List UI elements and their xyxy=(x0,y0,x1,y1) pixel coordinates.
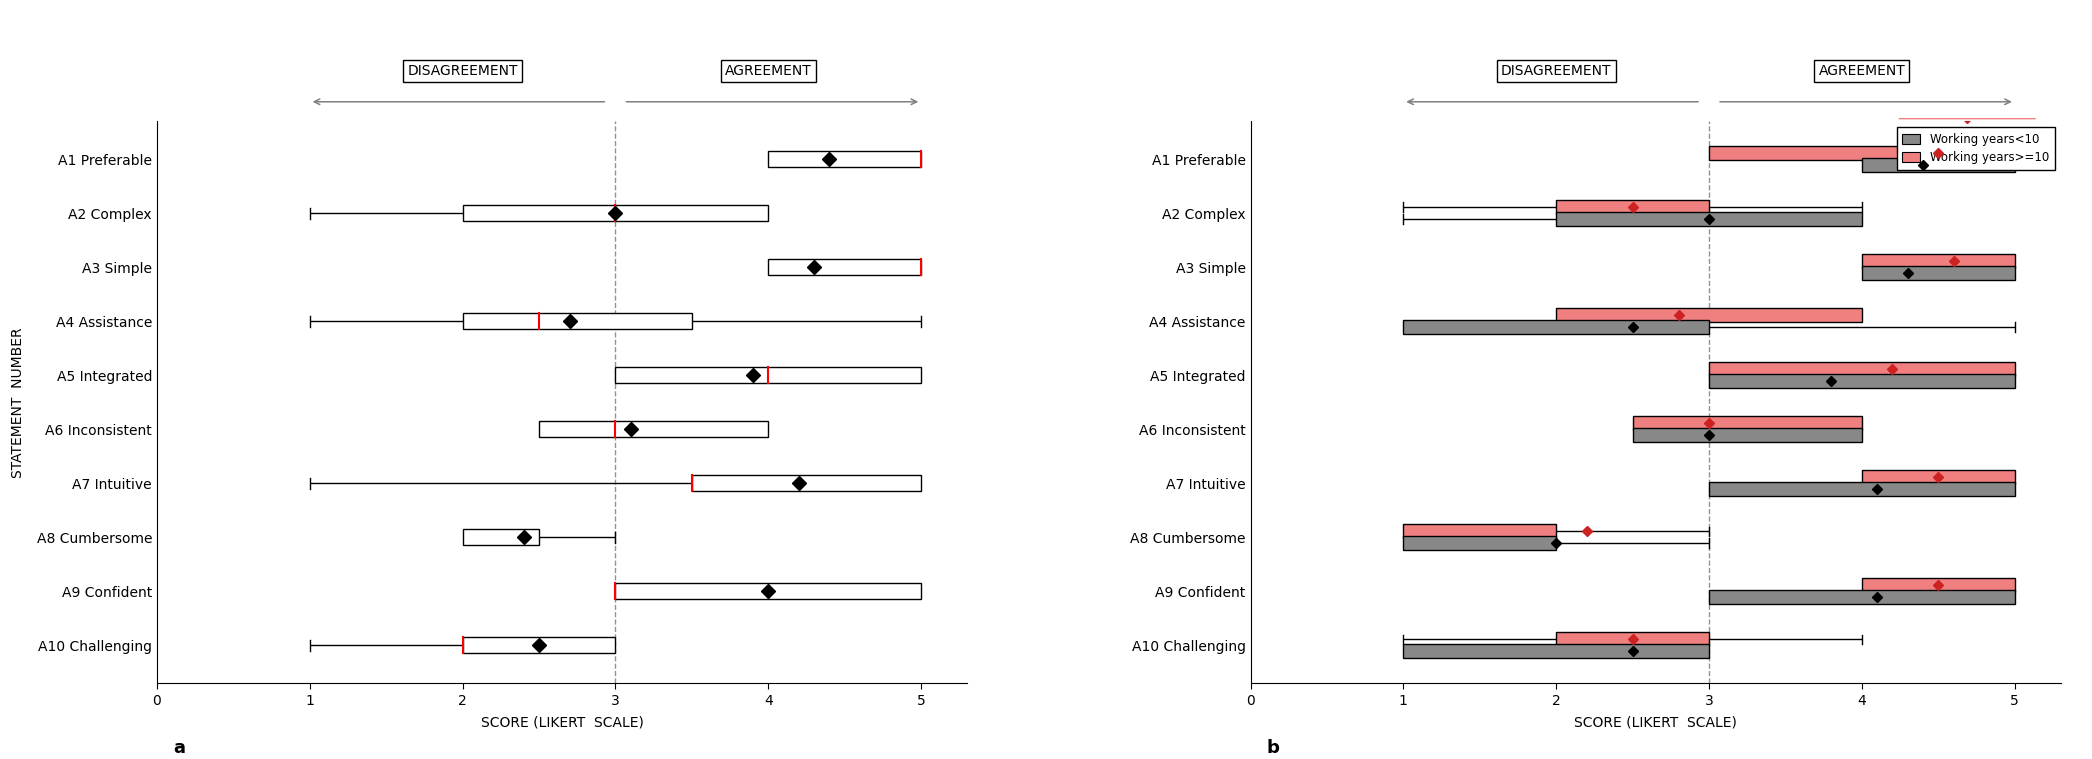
Bar xyxy=(1862,266,2015,280)
Text: a: a xyxy=(174,739,184,757)
Bar xyxy=(462,638,615,653)
Bar xyxy=(692,475,920,491)
Bar xyxy=(540,421,768,437)
Bar xyxy=(462,205,768,222)
Bar xyxy=(462,529,540,546)
Bar xyxy=(768,151,920,167)
Bar xyxy=(1556,308,1862,323)
Bar xyxy=(1556,200,1709,214)
Bar xyxy=(1862,159,2015,172)
Bar xyxy=(1404,524,1556,538)
Bar xyxy=(1556,632,1709,646)
Text: AGREEMENT: AGREEMENT xyxy=(726,64,812,78)
Bar xyxy=(1862,578,2015,592)
Bar xyxy=(1404,644,1709,658)
Legend: Working years<10, Working years>=10: Working years<10, Working years>=10 xyxy=(1897,128,2054,170)
Text: b: b xyxy=(1268,739,1280,757)
Bar xyxy=(615,367,920,383)
Bar xyxy=(768,259,920,276)
Bar xyxy=(1862,254,2015,268)
Bar xyxy=(1632,417,1862,430)
X-axis label: SCORE (LIKERT  SCALE): SCORE (LIKERT SCALE) xyxy=(1573,716,1736,730)
X-axis label: SCORE (LIKERT  SCALE): SCORE (LIKERT SCALE) xyxy=(481,716,644,730)
Bar xyxy=(1709,482,2015,496)
Bar xyxy=(1709,146,2015,160)
Y-axis label: STATEMENT  NUMBER: STATEMENT NUMBER xyxy=(10,327,25,477)
Bar xyxy=(1862,471,2015,484)
Bar xyxy=(1709,374,2015,388)
Text: DISAGREEMENT: DISAGREEMENT xyxy=(1500,64,1611,78)
Bar xyxy=(1632,428,1862,442)
Bar xyxy=(1404,537,1556,550)
Text: AGREEMENT: AGREEMENT xyxy=(1818,64,1906,78)
Bar xyxy=(1404,320,1709,334)
Bar xyxy=(1709,591,2015,604)
Text: DISAGREEMENT: DISAGREEMENT xyxy=(408,64,519,78)
Bar xyxy=(1709,363,2015,376)
Bar xyxy=(462,313,692,329)
Bar xyxy=(615,583,920,600)
Bar xyxy=(1556,213,1862,226)
